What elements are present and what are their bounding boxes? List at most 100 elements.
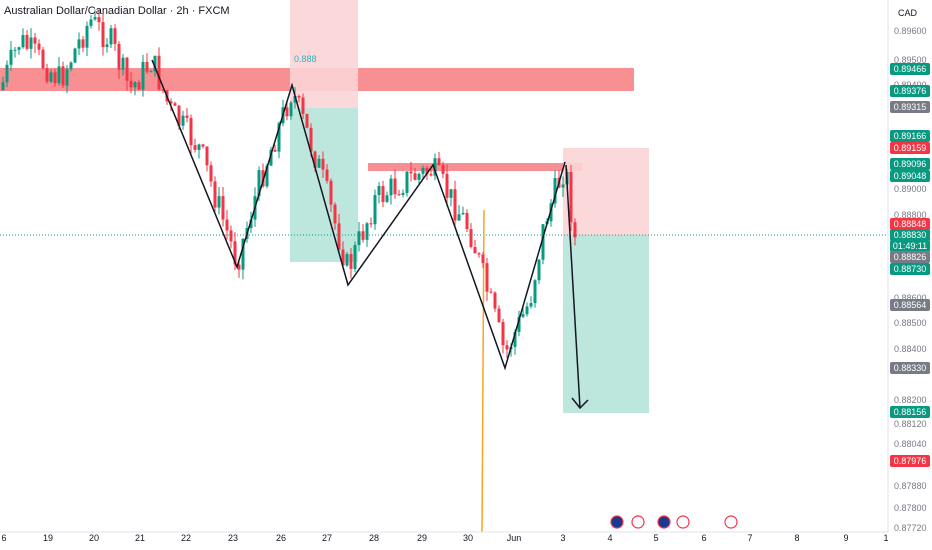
- date-tick: 19: [42, 533, 54, 543]
- price-badge: 0.89376: [890, 85, 930, 97]
- candle-body: [41, 49, 45, 69]
- candle-body: [573, 222, 577, 238]
- candle-body: [441, 164, 445, 174]
- candle-body: [505, 345, 509, 350]
- candle-body: [185, 115, 189, 118]
- candle-body: [189, 117, 193, 146]
- candle-body: [225, 219, 229, 231]
- price-tick: 0.87720: [894, 523, 927, 533]
- date-tick: Jun: [506, 533, 522, 543]
- event-icons[interactable]: [610, 515, 738, 529]
- candle-body: [221, 196, 225, 220]
- chart-title: Australian Dollar/Canadian Dollar · 2h ·…: [4, 5, 230, 17]
- price-badge: 0.88830: [890, 229, 930, 241]
- price-tick: 0.88600: [894, 293, 927, 303]
- candle-body: [145, 61, 149, 72]
- candle-body: [397, 194, 401, 196]
- candle-body: [49, 72, 53, 82]
- ca-flag-icon[interactable]: [676, 515, 690, 529]
- candle-body: [337, 223, 341, 250]
- candle-body: [201, 144, 205, 147]
- candle-body: [109, 28, 113, 45]
- candle-body: [381, 186, 385, 202]
- candle-body: [133, 82, 137, 88]
- candle-body: [113, 28, 117, 44]
- candle-body: [17, 47, 21, 50]
- price-badge: 0.88848: [890, 218, 930, 230]
- candle-body: [141, 61, 145, 90]
- candle-body: [249, 219, 253, 228]
- candle-body: [93, 17, 97, 20]
- candle-body: [277, 123, 281, 152]
- candle-body: [425, 167, 429, 175]
- candle-body: [81, 39, 85, 48]
- candle-body: [317, 158, 321, 168]
- date-tick: 8: [794, 533, 800, 543]
- candle-body: [1, 82, 5, 90]
- date-tick: 29: [416, 533, 428, 543]
- candle-body: [373, 195, 377, 225]
- candle-body: [453, 189, 457, 221]
- price-tick: 0.89600: [894, 26, 927, 36]
- date-tick: 6: [701, 533, 707, 543]
- candle-body: [353, 245, 357, 269]
- candle-body: [533, 280, 537, 304]
- candle-body: [517, 316, 521, 332]
- date-tick: 7: [747, 533, 753, 543]
- price-badge: 0.88330: [890, 362, 930, 374]
- short-target-zone-2: [563, 235, 649, 413]
- price-badge: 0.89096: [890, 158, 930, 170]
- candle-body: [421, 167, 425, 174]
- candle-body: [25, 35, 29, 49]
- au-flag-icon[interactable]: [657, 515, 671, 529]
- au-flag-icon[interactable]: [610, 515, 624, 529]
- candle-body: [97, 17, 101, 23]
- zigzag-pattern: [151, 59, 566, 371]
- candle-body: [77, 39, 81, 49]
- short-target-zone-1: [290, 108, 358, 262]
- ca-flag-icon[interactable]: [724, 515, 738, 529]
- candle-body: [117, 43, 121, 70]
- price-badge: 0.88826: [890, 251, 930, 263]
- candle-body: [569, 171, 573, 223]
- candle-body: [321, 158, 325, 170]
- date-tick: 28: [368, 533, 380, 543]
- candle-body: [65, 69, 69, 86]
- short-stop-zone-1: [290, 0, 358, 108]
- candle-body: [377, 186, 381, 196]
- price-tick: 0.89500: [894, 55, 927, 65]
- orange-vertical-line: [481, 209, 485, 533]
- candle-body: [525, 306, 529, 315]
- arrow-head: [571, 397, 589, 410]
- candle-body: [449, 189, 453, 198]
- date-tick: 27: [321, 533, 333, 543]
- ca-flag-icon[interactable]: [631, 515, 645, 529]
- candle-body: [157, 55, 161, 90]
- candle-body: [193, 145, 197, 150]
- candle-body: [161, 89, 165, 91]
- short-stop-zone-2: [563, 148, 649, 235]
- candle-body: [125, 57, 129, 81]
- projection-arrow: [565, 164, 581, 409]
- price-badge: 0.89159: [890, 142, 930, 154]
- price-badge: 0.88156: [890, 406, 930, 418]
- countdown-badge: 01:49:11: [890, 240, 930, 252]
- candle-body: [269, 149, 273, 166]
- candle-body: [45, 68, 49, 82]
- candle-body: [341, 249, 345, 266]
- date-tick: 30: [462, 533, 474, 543]
- currency-label[interactable]: CAD: [898, 8, 918, 18]
- candle-body: [385, 195, 389, 202]
- candle-body: [393, 178, 397, 195]
- candle-body: [485, 263, 489, 292]
- date-tick: 23: [227, 533, 239, 543]
- candle-body: [33, 37, 37, 44]
- candle-body: [409, 171, 413, 174]
- candle-body: [101, 22, 105, 48]
- price-badge: 0.89466: [890, 63, 930, 75]
- candle-body: [85, 25, 89, 48]
- candle-body: [457, 214, 461, 221]
- candle-body: [13, 49, 17, 51]
- date-tick: 1: [883, 533, 889, 543]
